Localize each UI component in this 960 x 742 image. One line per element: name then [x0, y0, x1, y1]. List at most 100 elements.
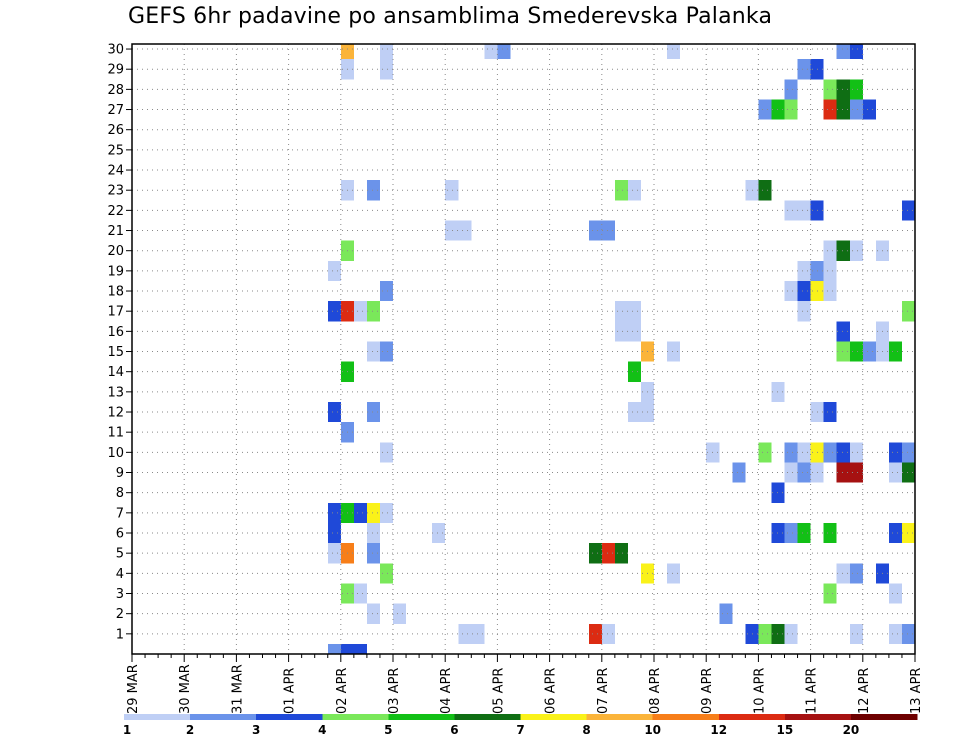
grid-lines	[132, 44, 915, 654]
colorbar-swatch	[190, 714, 257, 720]
heatmap-cell	[601, 220, 615, 241]
colorbar: 1 2 3 4 5 6 7 8 10 12 15 20	[123, 714, 918, 737]
heatmap-cell	[745, 623, 759, 644]
heatmap-cell	[784, 99, 798, 120]
heatmap-cell	[836, 442, 850, 463]
heatmap-cell	[327, 260, 341, 281]
heatmap-cell	[836, 462, 850, 483]
y-tick-label: 8	[116, 486, 124, 501]
colorbar-label: 7	[516, 723, 524, 737]
heatmap-cell	[784, 280, 798, 302]
y-axis: 1234567891011121314151617181920212223242…	[107, 43, 132, 642]
heatmap-cell	[836, 79, 850, 100]
colorbar-swatch	[454, 714, 521, 720]
heatmap-cell	[719, 603, 733, 624]
heatmap-cell	[445, 220, 459, 241]
heatmap-cell	[823, 522, 837, 544]
y-tick-label: 10	[107, 446, 124, 461]
heatmap-cell	[888, 623, 902, 644]
heatmap-cell	[849, 79, 863, 100]
heatmap-cell	[823, 442, 837, 463]
heatmap-cell	[797, 522, 811, 544]
heatmap-cell	[340, 44, 354, 60]
heatmap-cells	[327, 44, 915, 654]
heatmap-cell	[627, 301, 641, 322]
colorbar-label: 2	[186, 723, 194, 737]
heatmap-cell	[836, 563, 850, 584]
heatmap-cell	[797, 301, 811, 322]
heatmap-cell	[366, 301, 380, 322]
y-tick-label: 14	[107, 365, 124, 380]
x-tick-label: 06 APR	[544, 668, 559, 714]
x-tick-label: 29 MAR	[126, 664, 141, 714]
x-tick-label: 10 APR	[752, 668, 767, 714]
y-tick-label: 6	[116, 527, 124, 542]
heatmap-cell	[340, 643, 354, 654]
heatmap-cell	[849, 44, 863, 60]
x-tick-label: 13 APR	[909, 668, 924, 714]
colorbar-label: 4	[318, 723, 326, 737]
heatmap-cell	[601, 623, 615, 644]
heatmap-cell	[732, 462, 746, 483]
heatmap-cell	[379, 502, 393, 523]
heatmap-cell	[353, 643, 367, 654]
y-tick-label: 3	[116, 587, 124, 602]
heatmap-cell	[379, 442, 393, 463]
y-tick-label: 23	[107, 184, 124, 199]
heatmap-cell	[432, 522, 446, 544]
heatmap-cell	[327, 301, 341, 322]
heatmap-cell	[627, 361, 641, 382]
heatmap-cell	[849, 563, 863, 584]
heatmap-cell	[901, 200, 915, 221]
heatmap-cell	[497, 44, 511, 60]
heatmap-cell	[823, 99, 837, 120]
colorbar-label: 8	[582, 723, 590, 737]
colorbar-label: 15	[776, 723, 793, 737]
heatmap-cell	[327, 502, 341, 523]
heatmap-cell	[836, 99, 850, 120]
heatmap-cell	[836, 341, 850, 362]
heatmap-cell	[366, 543, 380, 564]
y-tick-label: 4	[116, 567, 124, 582]
x-tick-label: 08 APR	[648, 668, 663, 714]
y-tick-label: 21	[107, 224, 124, 239]
y-tick-label: 24	[107, 164, 124, 179]
heatmap-cell	[366, 603, 380, 624]
heatmap-cell	[758, 99, 772, 120]
colorbar-swatch	[520, 714, 588, 720]
y-tick-label: 13	[107, 385, 124, 400]
heatmap-cell	[445, 180, 459, 201]
x-tick-label: 04 APR	[439, 668, 454, 714]
plot-frame	[131, 43, 916, 655]
colorbar-swatch	[322, 714, 389, 720]
heatmap-cell	[888, 442, 902, 463]
heatmap-cell	[901, 442, 915, 463]
heatmap-cell	[784, 79, 798, 100]
heatmap-cell	[862, 341, 876, 362]
heatmap-cell	[366, 180, 380, 201]
heatmap-cell	[758, 442, 772, 463]
heatmap-cell	[849, 442, 863, 463]
heatmap-cell	[366, 502, 380, 523]
y-tick-label: 5	[116, 547, 124, 562]
x-tick-label: 03 APR	[387, 668, 402, 714]
heatmap-cell	[614, 301, 628, 322]
heatmap-cell	[849, 99, 863, 120]
heatmap-cell	[836, 321, 850, 342]
heatmap-cell	[888, 341, 902, 362]
y-tick-label: 18	[107, 285, 124, 300]
heatmap-cell	[379, 59, 393, 80]
heatmap-cell	[327, 643, 341, 654]
heatmap-cell	[784, 522, 798, 544]
heatmap-cell	[797, 280, 811, 302]
heatmap-cell	[627, 401, 641, 423]
x-tick-label: 07 APR	[596, 668, 611, 714]
heatmap-cell	[327, 401, 341, 423]
y-tick-label: 11	[107, 426, 124, 441]
heatmap-cell	[366, 401, 380, 423]
y-tick-label: 26	[107, 123, 124, 138]
heatmap-cell	[823, 79, 837, 100]
heatmap-cell	[901, 301, 915, 322]
colorbar-label: 20	[843, 723, 860, 737]
heatmap-cell	[614, 321, 628, 342]
